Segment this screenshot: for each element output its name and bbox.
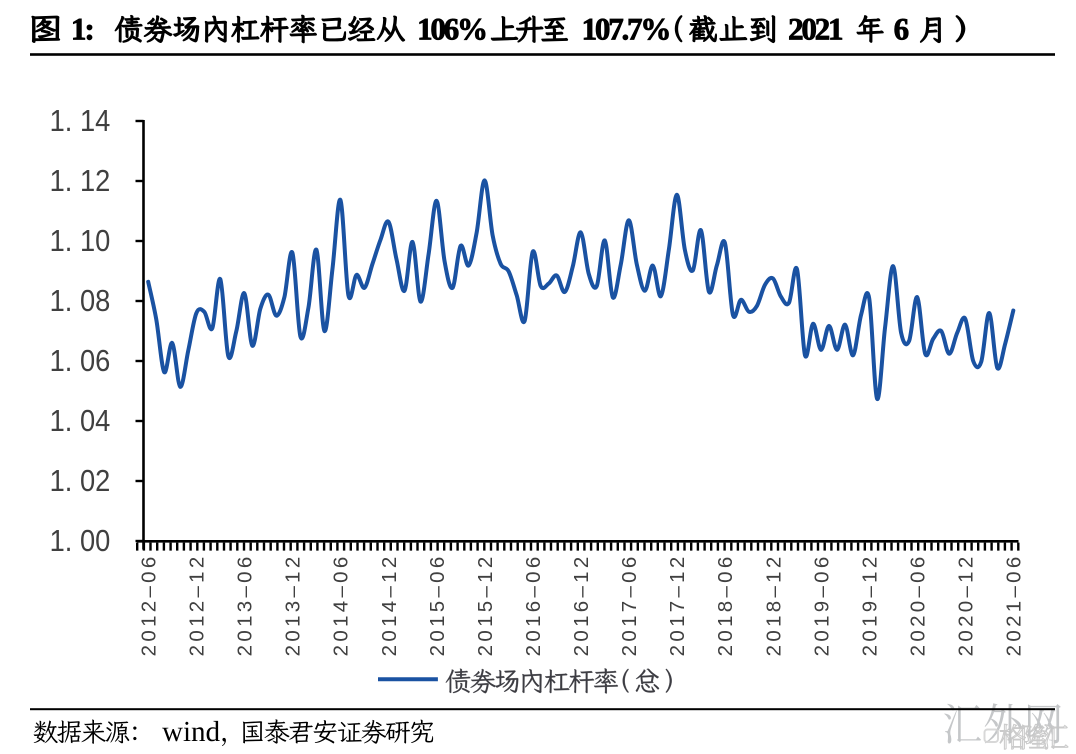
svg-text:2013–12: 2013–12 [282,553,305,656]
svg-text:2013–06: 2013–06 [234,553,257,656]
svg-text:2018–06: 2018–06 [714,553,737,656]
svg-text:1. 08: 1. 08 [50,285,111,319]
svg-text:2016–06: 2016–06 [522,553,545,656]
svg-text:1. 12: 1. 12 [50,165,111,199]
svg-text:2018–12: 2018–12 [762,553,785,656]
svg-text:2016–12: 2016–12 [570,553,593,656]
svg-text:2021–06: 2021–06 [1003,553,1026,656]
svg-text:2019–12: 2019–12 [858,553,881,656]
svg-text:2014–12: 2014–12 [378,553,401,656]
svg-text:1. 10: 1. 10 [50,225,111,259]
svg-text:2017–06: 2017–06 [618,553,641,656]
svg-text:2017–12: 2017–12 [666,553,689,656]
svg-text:1. 04: 1. 04 [50,405,111,439]
svg-text:1. 02: 1. 02 [50,465,111,499]
svg-text:1. 06: 1. 06 [50,345,111,379]
svg-text:1. 00: 1. 00 [50,525,111,559]
svg-text:2012–12: 2012–12 [186,553,209,656]
svg-text:2019–06: 2019–06 [810,553,833,656]
svg-text:2020–12: 2020–12 [955,553,978,656]
svg-text:2014–06: 2014–06 [330,553,353,656]
svg-text:2015–06: 2015–06 [426,553,449,656]
svg-text:2015–12: 2015–12 [474,553,497,656]
svg-text:2020–06: 2020–06 [907,553,930,656]
svg-text:2012–06: 2012–06 [138,553,161,656]
svg-text:1. 14: 1. 14 [50,105,111,139]
